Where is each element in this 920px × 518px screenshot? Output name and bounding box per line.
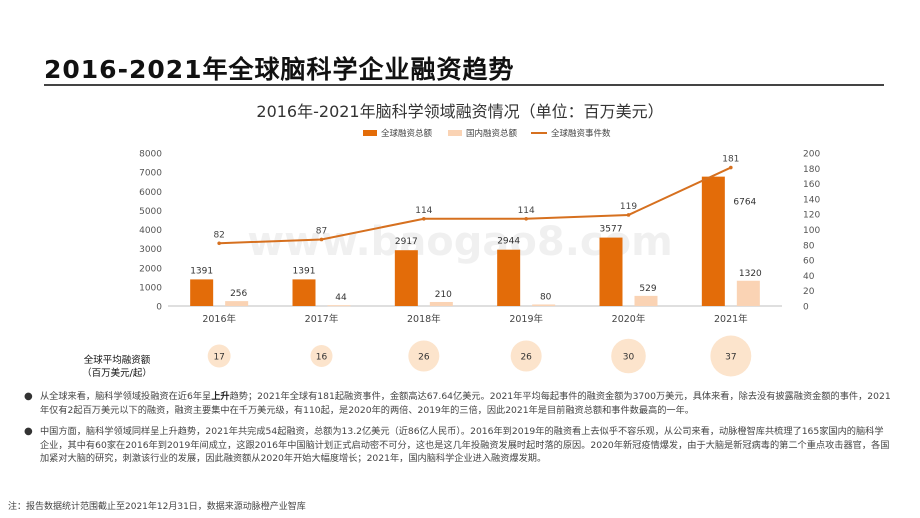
line-point-label: 87 — [316, 226, 327, 236]
bar-global — [292, 279, 316, 306]
avg-funding-circle — [207, 344, 231, 368]
bar-domestic-label: 44 — [335, 293, 347, 303]
funding-chart: www.baogao8.com0100020003000400050006000… — [139, 128, 820, 377]
right-axis-tick-label: 0 — [803, 303, 809, 313]
bar-global — [190, 279, 214, 306]
line-point-label: 181 — [722, 155, 739, 165]
avg-funding-circle — [611, 338, 646, 374]
line-point — [729, 165, 733, 170]
avg-funding-value: 17 — [213, 353, 224, 363]
x-axis-tick-label: 2017年 — [305, 313, 339, 325]
bar-domestic-label: 210 — [435, 290, 452, 300]
avg-funding-value: 37 — [725, 353, 736, 363]
avg-funding-circle — [710, 335, 752, 377]
left-axis-tick-label: 0 — [156, 303, 162, 313]
bar-domestic — [532, 304, 556, 306]
avg-funding-label-line2: （百万美元/起） — [82, 368, 152, 379]
x-axis-tick-label: 2018年 — [407, 313, 441, 325]
right-axis-tick-label: 60 — [803, 257, 815, 267]
avg-funding-value: 26 — [520, 353, 532, 363]
bar-global-label: 2917 — [395, 237, 418, 247]
bar-global-label: 1391 — [293, 266, 316, 276]
legend-swatch-domestic — [448, 130, 462, 136]
left-axis-tick-label: 6000 — [139, 188, 162, 198]
bullet-china-text: 中国方面，脑科学领域同样呈上升趋势，2021年共完成54起融资，总额为13.2亿… — [40, 426, 890, 464]
avg-funding-label-line1: 全球平均融资额 — [83, 355, 151, 366]
bullet-global-post: 趋势；2021年全球有181起融资事件，金额高达67.64亿美元。2021年平均… — [40, 391, 891, 416]
bar-global — [394, 250, 418, 306]
bar-domestic-label: 529 — [639, 284, 656, 294]
right-axis-tick-label: 120 — [803, 211, 820, 221]
bullet-global-highlight: 上升 — [211, 391, 230, 402]
bar-domestic-label: 256 — [230, 289, 247, 299]
line-point-label: 82 — [213, 230, 224, 240]
avg-funding-circle — [310, 345, 333, 367]
line-point-label: 114 — [518, 206, 535, 216]
commentary: ● 从全球来看，脑科学领域投融资在近6年呈上升趋势；2021年全球有181起融资… — [20, 390, 892, 474]
avg-funding-label: 全球平均融资额 （百万美元/起） — [62, 354, 172, 380]
bar-domestic-label: 1320 — [739, 269, 762, 279]
right-axis-tick-label: 180 — [803, 165, 820, 175]
left-axis-tick-label: 5000 — [139, 207, 162, 217]
legend-swatch-global — [363, 130, 377, 136]
bullet-dot-icon: ● — [24, 391, 33, 402]
bar-domestic-label: 80 — [540, 292, 552, 302]
line-point-label: 119 — [620, 202, 637, 212]
bullet-global-pre: 从全球来看，脑科学领域投融资在近6年呈 — [40, 391, 212, 402]
line-event-count — [219, 166, 732, 245]
right-axis-tick-label: 200 — [803, 150, 820, 160]
right-axis-tick-label: 80 — [803, 241, 815, 251]
avg-funding-value: 16 — [316, 353, 328, 363]
bullet-china: ● 中国方面，脑科学领域同样呈上升趋势，2021年共完成54起融资，总额为13.… — [20, 425, 892, 466]
line-point — [422, 216, 426, 221]
bar-domestic — [225, 301, 249, 306]
avg-funding-circle — [510, 340, 542, 372]
left-axis-tick-label: 7000 — [139, 169, 162, 179]
line-point — [217, 241, 221, 246]
left-axis-tick-label: 4000 — [139, 226, 162, 236]
x-axis-tick-label: 2021年 — [714, 313, 748, 325]
bar-domestic — [429, 301, 453, 306]
source-note: 注：报告数据统计范围截止至2021年12月31日，数据来源动脉橙产业智库 — [8, 502, 306, 512]
line-point-label: 114 — [415, 206, 432, 216]
title-divider — [44, 84, 884, 86]
bar-global — [497, 249, 521, 306]
line-point — [626, 213, 631, 217]
bar-global-label: 3577 — [600, 225, 623, 235]
bar-domestic — [634, 295, 658, 306]
bar-global-label: 1391 — [190, 266, 213, 276]
legend-label-line: 全球融资事件数 — [551, 128, 611, 139]
line-point — [319, 237, 324, 242]
left-axis-tick-label: 1000 — [139, 283, 162, 293]
right-axis-tick-label: 160 — [803, 180, 820, 190]
bar-domestic — [736, 280, 760, 306]
avg-funding-value: 26 — [418, 353, 430, 363]
bar-global-label: 6764 — [733, 198, 756, 208]
right-axis-tick-label: 40 — [803, 272, 815, 282]
right-axis-tick-label: 20 — [803, 287, 815, 297]
x-axis-tick-label: 2020年 — [612, 313, 646, 325]
bar-global-label: 2944 — [497, 237, 520, 247]
left-axis-tick-label: 3000 — [139, 245, 162, 255]
bullet-dot-icon: ● — [24, 426, 33, 437]
bar-domestic — [327, 305, 351, 307]
bar-global — [701, 176, 725, 306]
left-axis-tick-label: 2000 — [139, 264, 162, 274]
legend-label-domestic: 国内融资总额 — [466, 128, 518, 139]
left-axis-tick-label: 8000 — [139, 150, 162, 160]
page-title: 2016-2021年全球脑科学企业融资趋势 — [44, 55, 515, 84]
bar-global — [599, 237, 623, 306]
avg-funding-value: 30 — [623, 353, 635, 363]
chart-title: 2016年-2021年脑科学领域融资情况（单位：百万美元） — [256, 102, 664, 121]
line-point — [524, 216, 528, 221]
x-axis-tick-label: 2016年 — [202, 313, 236, 325]
right-axis-tick-label: 140 — [803, 195, 820, 205]
right-axis-tick-label: 100 — [803, 226, 820, 236]
legend-label-global: 全球融资总额 — [381, 128, 433, 139]
x-axis-tick-label: 2019年 — [509, 313, 543, 325]
bullet-global: ● 从全球来看，脑科学领域投融资在近6年呈上升趋势；2021年全球有181起融资… — [20, 390, 892, 417]
avg-funding-circle — [408, 340, 440, 372]
